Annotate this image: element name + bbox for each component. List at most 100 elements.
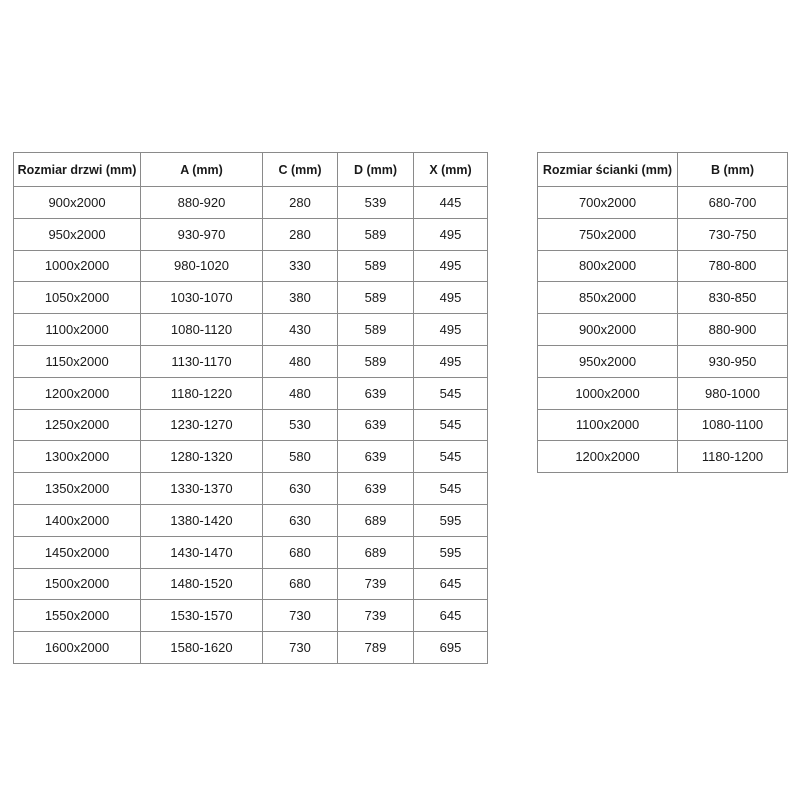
cell-wall-size: 800x2000 xyxy=(537,249,678,283)
cell-d: 639 xyxy=(337,440,414,474)
cell-d: 539 xyxy=(337,186,414,219)
table-row: 1100x2000 1080-1100 xyxy=(537,408,788,442)
cell-d: 689 xyxy=(337,503,414,537)
table-row: 1400x2000 1380-1420 630 689 595 xyxy=(13,503,488,537)
column-header-b: B (mm) xyxy=(677,152,788,187)
table-row: 1500x2000 1480-1520 680 739 645 xyxy=(13,567,488,601)
table-row: 1550x2000 1530-1570 730 739 645 xyxy=(13,599,488,633)
cell-wall-size: 700x2000 xyxy=(537,186,678,219)
cell-door-size: 1550x2000 xyxy=(13,599,141,633)
cell-b: 1080-1100 xyxy=(677,408,788,442)
wall-panel-size-specification-table: Rozmiar ścianki (mm) B (mm) 700x2000 680-… xyxy=(537,152,788,474)
cell-a: 1030-1070 xyxy=(140,281,263,315)
wall-table-header: Rozmiar ścianki (mm) B (mm) xyxy=(537,152,788,187)
cell-door-size: 900x2000 xyxy=(13,186,141,219)
cell-c: 430 xyxy=(262,313,338,346)
cell-door-size: 1350x2000 xyxy=(13,472,141,505)
cell-wall-size: 850x2000 xyxy=(537,281,678,315)
table-row: 1000x2000 980-1020 330 589 495 xyxy=(13,249,488,283)
cell-door-size: 1250x2000 xyxy=(13,408,141,442)
table-row: 950x2000 930-950 xyxy=(537,344,788,378)
table-row: 1050x2000 1030-1070 380 589 495 xyxy=(13,281,488,315)
cell-c: 380 xyxy=(262,281,338,315)
table-row: 1450x2000 1430-1470 680 689 595 xyxy=(13,535,488,569)
cell-c: 730 xyxy=(262,631,338,664)
table-header-row: Rozmiar ścianki (mm) B (mm) xyxy=(537,152,788,187)
cell-b: 1180-1200 xyxy=(677,440,788,474)
cell-a: 1280-1320 xyxy=(140,440,263,474)
table-row: 1300x2000 1280-1320 580 639 545 xyxy=(13,440,488,474)
cell-d: 689 xyxy=(337,535,414,569)
column-header-c: C (mm) xyxy=(262,152,338,187)
cell-wall-size: 950x2000 xyxy=(537,344,678,378)
cell-d: 589 xyxy=(337,217,414,251)
cell-d: 639 xyxy=(337,472,414,505)
cell-c: 480 xyxy=(262,344,338,378)
cell-a: 980-1020 xyxy=(140,249,263,283)
cell-x: 645 xyxy=(413,567,488,601)
table-row: 700x2000 680-700 xyxy=(537,186,788,219)
cell-door-size: 1150x2000 xyxy=(13,344,141,378)
column-header-x: X (mm) xyxy=(413,152,488,187)
cell-wall-size: 1000x2000 xyxy=(537,376,678,410)
cell-a: 1480-1520 xyxy=(140,567,263,601)
column-header-a: A (mm) xyxy=(140,152,263,187)
cell-x: 545 xyxy=(413,376,488,410)
cell-a: 1330-1370 xyxy=(140,472,263,505)
cell-d: 589 xyxy=(337,281,414,315)
column-header-door-size: Rozmiar drzwi (mm) xyxy=(13,152,141,187)
cell-d: 589 xyxy=(337,249,414,283)
cell-b: 680-700 xyxy=(677,186,788,219)
cell-a: 1180-1220 xyxy=(140,376,263,410)
cell-d: 789 xyxy=(337,631,414,664)
cell-c: 280 xyxy=(262,217,338,251)
cell-b: 880-900 xyxy=(677,313,788,346)
cell-door-size: 1500x2000 xyxy=(13,567,141,601)
cell-x: 495 xyxy=(413,344,488,378)
table-row: 1200x2000 1180-1200 xyxy=(537,440,788,474)
cell-door-size: 1400x2000 xyxy=(13,503,141,537)
cell-x: 495 xyxy=(413,313,488,346)
table-row: 1100x2000 1080-1120 430 589 495 xyxy=(13,313,488,346)
cell-door-size: 1200x2000 xyxy=(13,376,141,410)
cell-b: 980-1000 xyxy=(677,376,788,410)
cell-x: 495 xyxy=(413,249,488,283)
cell-d: 589 xyxy=(337,313,414,346)
cell-d: 639 xyxy=(337,408,414,442)
table-row: 1000x2000 980-1000 xyxy=(537,376,788,410)
cell-a: 1580-1620 xyxy=(140,631,263,664)
cell-x: 545 xyxy=(413,408,488,442)
cell-a: 930-970 xyxy=(140,217,263,251)
door-table-header: Rozmiar drzwi (mm) A (mm) C (mm) D (mm) … xyxy=(13,152,488,187)
table-row: 1250x2000 1230-1270 530 639 545 xyxy=(13,408,488,442)
cell-c: 630 xyxy=(262,472,338,505)
table-row: 900x2000 880-920 280 539 445 xyxy=(13,186,488,219)
cell-d: 589 xyxy=(337,344,414,378)
cell-b: 780-800 xyxy=(677,249,788,283)
cell-x: 495 xyxy=(413,281,488,315)
wall-table-body: 700x2000 680-700 750x2000 730-750 800x2000 78… xyxy=(537,186,788,474)
table-row: 850x2000 830-850 xyxy=(537,281,788,315)
cell-x: 645 xyxy=(413,599,488,633)
cell-wall-size: 1200x2000 xyxy=(537,440,678,474)
table-row: 1200x2000 1180-1220 480 639 545 xyxy=(13,376,488,410)
cell-c: 330 xyxy=(262,249,338,283)
cell-x: 545 xyxy=(413,440,488,474)
cell-a: 1130-1170 xyxy=(140,344,263,378)
cell-x: 545 xyxy=(413,472,488,505)
cell-a: 1230-1270 xyxy=(140,408,263,442)
table-row: 900x2000 880-900 xyxy=(537,313,788,346)
cell-b: 930-950 xyxy=(677,344,788,378)
cell-x: 445 xyxy=(413,186,488,219)
cell-a: 1530-1570 xyxy=(140,599,263,633)
cell-c: 280 xyxy=(262,186,338,219)
cell-door-size: 1450x2000 xyxy=(13,535,141,569)
table-row: 1600x2000 1580-1620 730 789 695 xyxy=(13,631,488,664)
table-row: 950x2000 930-970 280 589 495 xyxy=(13,217,488,251)
cell-c: 480 xyxy=(262,376,338,410)
cell-x: 595 xyxy=(413,535,488,569)
cell-door-size: 1000x2000 xyxy=(13,249,141,283)
cell-b: 730-750 xyxy=(677,217,788,251)
column-header-wall-size: Rozmiar ścianki (mm) xyxy=(537,152,678,187)
cell-a: 880-920 xyxy=(140,186,263,219)
